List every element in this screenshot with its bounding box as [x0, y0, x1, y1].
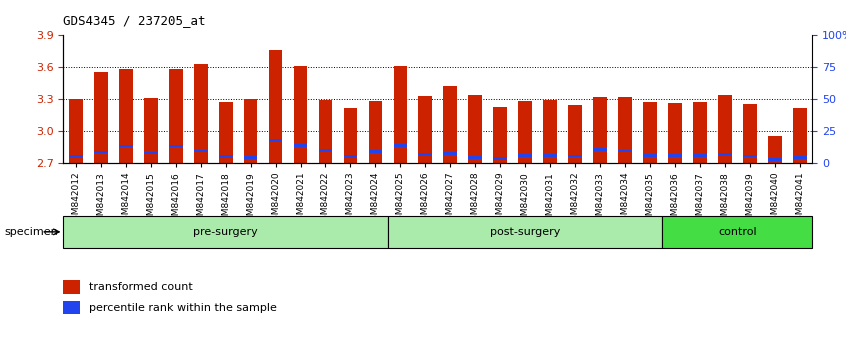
Bar	[443, 152, 457, 155]
Bar	[493, 157, 507, 160]
Bar	[569, 105, 582, 163]
Bar	[693, 102, 706, 163]
Bar	[643, 102, 656, 163]
Text: transformed count: transformed count	[89, 282, 193, 292]
Bar	[244, 99, 257, 163]
Bar	[718, 95, 732, 163]
Bar	[519, 101, 532, 163]
Text: control: control	[718, 227, 756, 237]
Bar	[94, 150, 107, 153]
Bar	[743, 154, 756, 157]
Bar	[244, 156, 257, 159]
Bar	[63, 216, 387, 248]
Bar	[393, 144, 407, 147]
Bar	[743, 104, 756, 163]
Bar	[369, 101, 382, 163]
Bar	[618, 150, 632, 152]
Bar	[219, 155, 233, 158]
Bar	[294, 144, 307, 147]
Bar	[169, 69, 183, 163]
Bar	[194, 150, 207, 152]
Bar	[319, 100, 332, 163]
Bar	[718, 153, 732, 156]
Bar	[219, 102, 233, 163]
Bar	[469, 95, 482, 163]
Bar	[768, 158, 782, 161]
Bar	[493, 107, 507, 163]
Bar	[269, 139, 283, 142]
Bar	[169, 145, 183, 147]
Bar	[519, 154, 532, 157]
Text: GDS4345 / 237205_at: GDS4345 / 237205_at	[63, 14, 206, 27]
Bar	[793, 156, 806, 159]
Bar	[319, 149, 332, 152]
Bar	[618, 97, 632, 163]
Bar	[693, 154, 706, 157]
Bar	[543, 100, 557, 163]
Text: pre-surgery: pre-surgery	[193, 227, 258, 237]
Bar	[593, 97, 607, 163]
Bar	[393, 66, 407, 163]
Bar	[144, 98, 157, 163]
Bar	[419, 96, 432, 163]
Bar	[419, 154, 432, 156]
Bar	[668, 103, 682, 163]
Bar	[69, 99, 83, 163]
Bar	[593, 148, 607, 151]
Bar	[144, 152, 157, 154]
Bar	[469, 156, 482, 159]
Bar	[443, 86, 457, 163]
Bar	[768, 136, 782, 163]
Bar	[387, 216, 662, 248]
Bar	[668, 154, 682, 157]
Bar	[569, 155, 582, 157]
Bar	[294, 66, 307, 163]
Bar	[343, 108, 357, 163]
Bar	[119, 69, 133, 163]
Bar	[793, 108, 806, 163]
Text: specimen: specimen	[4, 227, 58, 237]
Bar	[343, 155, 357, 158]
Bar	[269, 50, 283, 163]
Bar	[69, 155, 83, 158]
Bar	[63, 280, 80, 294]
Bar	[94, 72, 107, 163]
Bar	[369, 150, 382, 153]
Bar	[63, 301, 80, 314]
Text: post-surgery: post-surgery	[490, 227, 560, 237]
Bar	[194, 64, 207, 163]
Bar	[543, 154, 557, 157]
Text: percentile rank within the sample: percentile rank within the sample	[89, 303, 277, 313]
Bar	[643, 154, 656, 157]
Bar	[119, 145, 133, 147]
Bar	[662, 216, 812, 248]
